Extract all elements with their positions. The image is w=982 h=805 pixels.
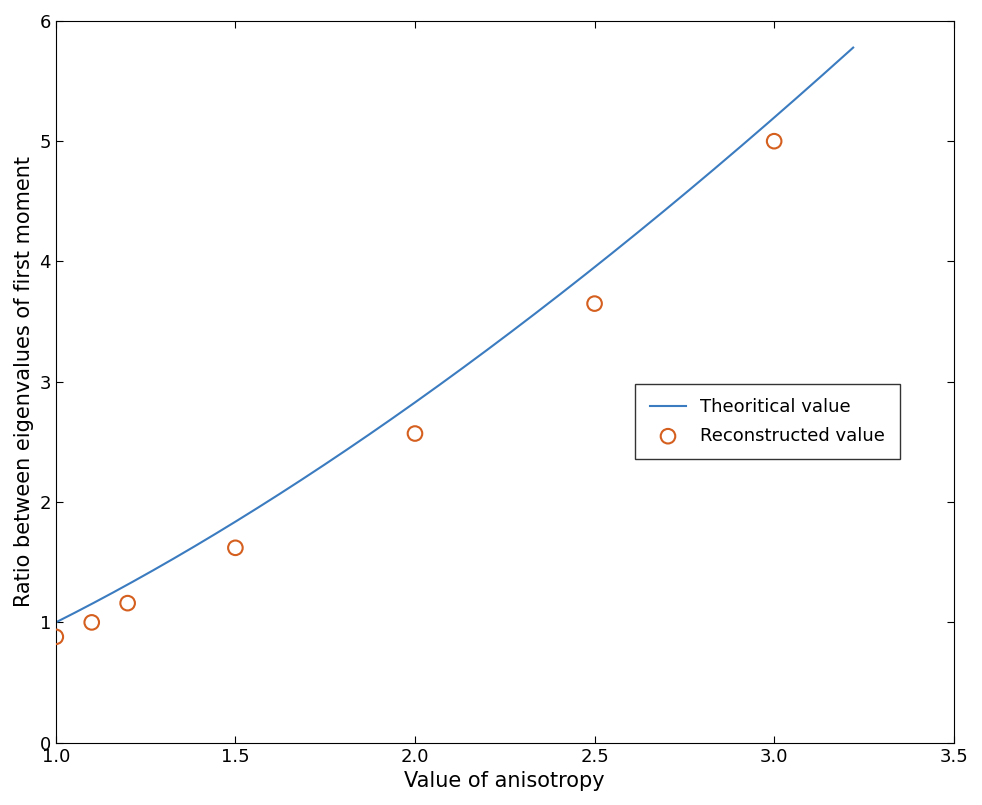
Theoritical value <box>428 384 440 394</box>
Theoritical value <box>828 60 840 69</box>
Reconstructed value <box>408 427 423 440</box>
Theoritical value <box>50 617 62 627</box>
Theoritical value <box>847 43 859 52</box>
Theoritical value <box>433 380 445 390</box>
Line: Theoritical value: Theoritical value <box>56 47 853 622</box>
Reconstructed value <box>120 597 136 609</box>
Reconstructed value <box>48 630 64 643</box>
Legend: Theoritical value, Reconstructed value: Theoritical value, Reconstructed value <box>635 384 900 460</box>
Theoritical value <box>481 345 493 355</box>
Reconstructed value <box>83 616 99 629</box>
X-axis label: Value of anisotropy: Value of anisotropy <box>405 771 605 791</box>
Y-axis label: Ratio between eigenvalues of first moment: Ratio between eigenvalues of first momen… <box>14 156 34 607</box>
Reconstructed value <box>766 134 782 147</box>
Reconstructed value <box>586 297 602 310</box>
Theoritical value <box>524 312 536 322</box>
Reconstructed value <box>228 542 244 555</box>
Theoritical value <box>703 168 715 178</box>
